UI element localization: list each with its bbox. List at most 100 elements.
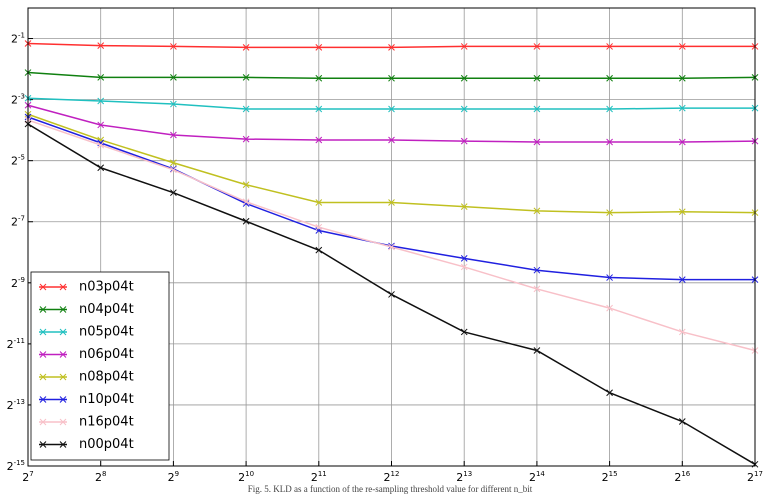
marker	[606, 274, 613, 281]
legend-marker	[39, 418, 67, 426]
legend-box	[30, 271, 170, 461]
y-tick-label: 2-9	[11, 276, 25, 290]
marker	[97, 42, 105, 49]
caption: Fig. 5. KLD as a function of the re-samp…	[248, 484, 533, 494]
marker	[533, 105, 541, 113]
marker	[97, 74, 105, 81]
y-tick-label: 2-7	[11, 215, 25, 229]
x-tick-label: 28	[95, 470, 106, 484]
marker	[606, 304, 613, 312]
marker	[533, 266, 541, 274]
legend-label: n04p04t	[79, 302, 134, 317]
marker	[170, 43, 177, 50]
marker	[242, 105, 250, 113]
marker	[460, 328, 468, 336]
marker	[388, 74, 395, 82]
marker	[170, 131, 177, 139]
x-tick-label: 211	[311, 470, 327, 484]
marker	[606, 74, 613, 82]
marker	[533, 285, 541, 293]
marker	[170, 159, 177, 167]
marker	[388, 243, 395, 251]
marker	[388, 291, 395, 298]
marker	[315, 136, 323, 144]
marker	[315, 199, 323, 206]
x-tick-label: 217	[747, 470, 763, 484]
y-tick-label: 2-5	[11, 154, 25, 168]
marker	[678, 104, 686, 112]
marker	[242, 135, 250, 143]
legend-label: n08p04t	[79, 370, 134, 385]
x-tick-label: 210	[238, 470, 254, 484]
marker	[242, 74, 250, 81]
marker	[242, 44, 250, 51]
legend-marker	[39, 283, 67, 291]
marker	[242, 181, 250, 189]
marker	[678, 276, 686, 283]
marker	[606, 43, 613, 50]
marker	[533, 347, 541, 354]
marker	[170, 189, 177, 197]
marker	[97, 141, 105, 149]
marker	[460, 255, 468, 262]
marker	[533, 74, 541, 82]
x-tick-label: 215	[602, 470, 618, 484]
marker	[315, 223, 323, 231]
marker	[533, 207, 541, 215]
legend-marker	[39, 328, 67, 336]
marker	[460, 43, 468, 50]
marker	[97, 164, 105, 172]
x-tick-label: 213	[456, 470, 472, 484]
marker	[170, 166, 177, 174]
x-tick-label: 27	[22, 470, 33, 484]
marker	[533, 138, 541, 146]
legend-marker	[39, 373, 67, 381]
y-tick-label: 2-13	[7, 398, 25, 412]
marker	[678, 43, 686, 50]
marker	[242, 217, 250, 225]
y-tick-label: 2-11	[7, 337, 25, 351]
marker	[606, 138, 613, 146]
y-tick-label: 2-3	[11, 93, 25, 107]
x-tick-label: 29	[168, 470, 179, 484]
legend-marker	[39, 441, 67, 448]
marker	[388, 105, 395, 113]
y-tick-label: 2-1	[11, 32, 25, 46]
legend-label: n06p04t	[79, 347, 134, 362]
marker	[678, 74, 686, 82]
marker	[315, 74, 323, 82]
legend-marker	[39, 396, 67, 403]
marker	[678, 138, 686, 146]
marker	[315, 105, 323, 113]
marker	[460, 137, 468, 145]
legend-label: n05p04t	[79, 325, 134, 340]
x-tick-label: 214	[529, 470, 545, 484]
x-tick-label: 216	[674, 470, 690, 484]
legend-label: n00p04t	[79, 437, 134, 452]
marker	[460, 74, 468, 82]
x-tick-label: 212	[384, 470, 400, 484]
marker	[315, 44, 323, 51]
marker	[533, 43, 541, 50]
legend-marker	[39, 351, 67, 358]
marker	[97, 97, 105, 105]
marker	[678, 208, 686, 216]
marker	[460, 105, 468, 113]
plot-frame	[27, 7, 756, 467]
y-tick-label: 2-15	[7, 459, 25, 473]
marker	[388, 136, 395, 144]
marker	[606, 209, 613, 217]
marker	[460, 263, 468, 271]
marker	[678, 418, 686, 425]
marker	[678, 328, 686, 336]
marker	[170, 100, 177, 108]
legend-label: n16p04t	[79, 415, 134, 430]
marker	[97, 121, 105, 129]
legend-label: n10p04t	[79, 392, 134, 407]
marker	[388, 199, 395, 206]
marker	[460, 203, 468, 211]
legend-label: n03p04t	[79, 280, 134, 295]
marker	[315, 246, 323, 254]
marker	[242, 198, 250, 206]
